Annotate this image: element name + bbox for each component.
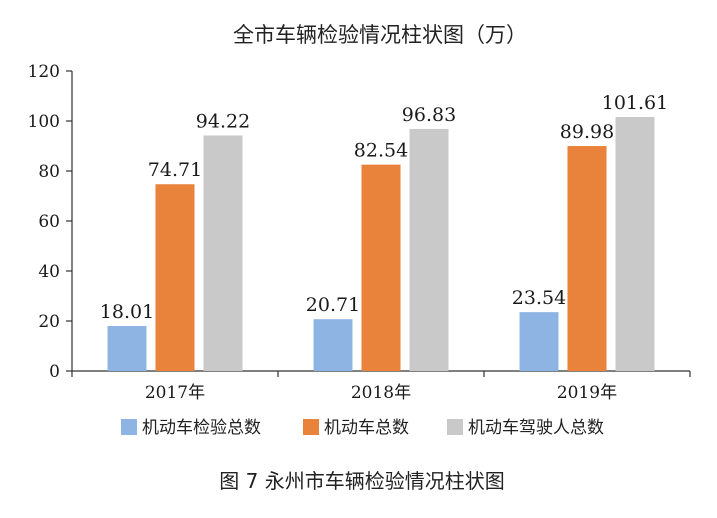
plot-area: 0 20 40 60 80 100 120 18.01 74.71 94.22 2017年 20.71…	[28, 62, 691, 403]
bar-value-label: 20.71	[306, 294, 360, 316]
bar-value-label: 101.61	[602, 92, 668, 114]
y-tick-label: 100	[28, 112, 60, 132]
y-tick-label: 0	[49, 362, 60, 382]
bar-value-label: 96.83	[402, 104, 456, 126]
legend-swatch	[447, 419, 463, 435]
legend-label: 机动车检验总数	[142, 418, 261, 438]
bar-value-label: 74.71	[148, 159, 202, 181]
bar-value-label: 23.54	[512, 287, 566, 309]
x-tick-label: 2017年	[145, 383, 205, 403]
legend-swatch	[303, 419, 319, 435]
bar-1	[107, 325, 147, 371]
figure-caption: 图 7 永州市车辆检验情况柱状图	[219, 469, 504, 493]
legend-swatch	[121, 419, 137, 435]
bar-3	[203, 135, 243, 371]
bar-1	[313, 319, 353, 371]
chart-title: 全市车辆检验情况柱状图（万）	[233, 23, 527, 47]
y-tick-label: 60	[38, 212, 60, 232]
bar-value-label: 94.22	[196, 110, 250, 132]
y-tick-label: 40	[38, 262, 60, 282]
y-tick-label: 80	[38, 162, 60, 182]
y-tick-label: 20	[38, 312, 60, 332]
legend-label: 机动车驾驶人总数	[468, 418, 604, 438]
bar-2	[361, 164, 401, 371]
x-tick-label: 2018年	[351, 383, 411, 403]
bar-2	[155, 184, 195, 371]
legend-label: 机动车总数	[324, 418, 409, 438]
bar-2	[567, 146, 607, 371]
bar-value-label: 18.01	[100, 301, 154, 323]
bar-value-label: 82.54	[354, 140, 408, 162]
bar-value-label: 89.98	[560, 121, 614, 143]
bar-3	[615, 116, 655, 371]
bar-3	[409, 128, 449, 371]
legend: 机动车检验总数 机动车总数 机动车驾驶人总数	[121, 418, 604, 438]
bar-1	[519, 312, 559, 371]
y-tick-label: 120	[28, 62, 60, 82]
x-tick-label: 2019年	[557, 383, 617, 403]
